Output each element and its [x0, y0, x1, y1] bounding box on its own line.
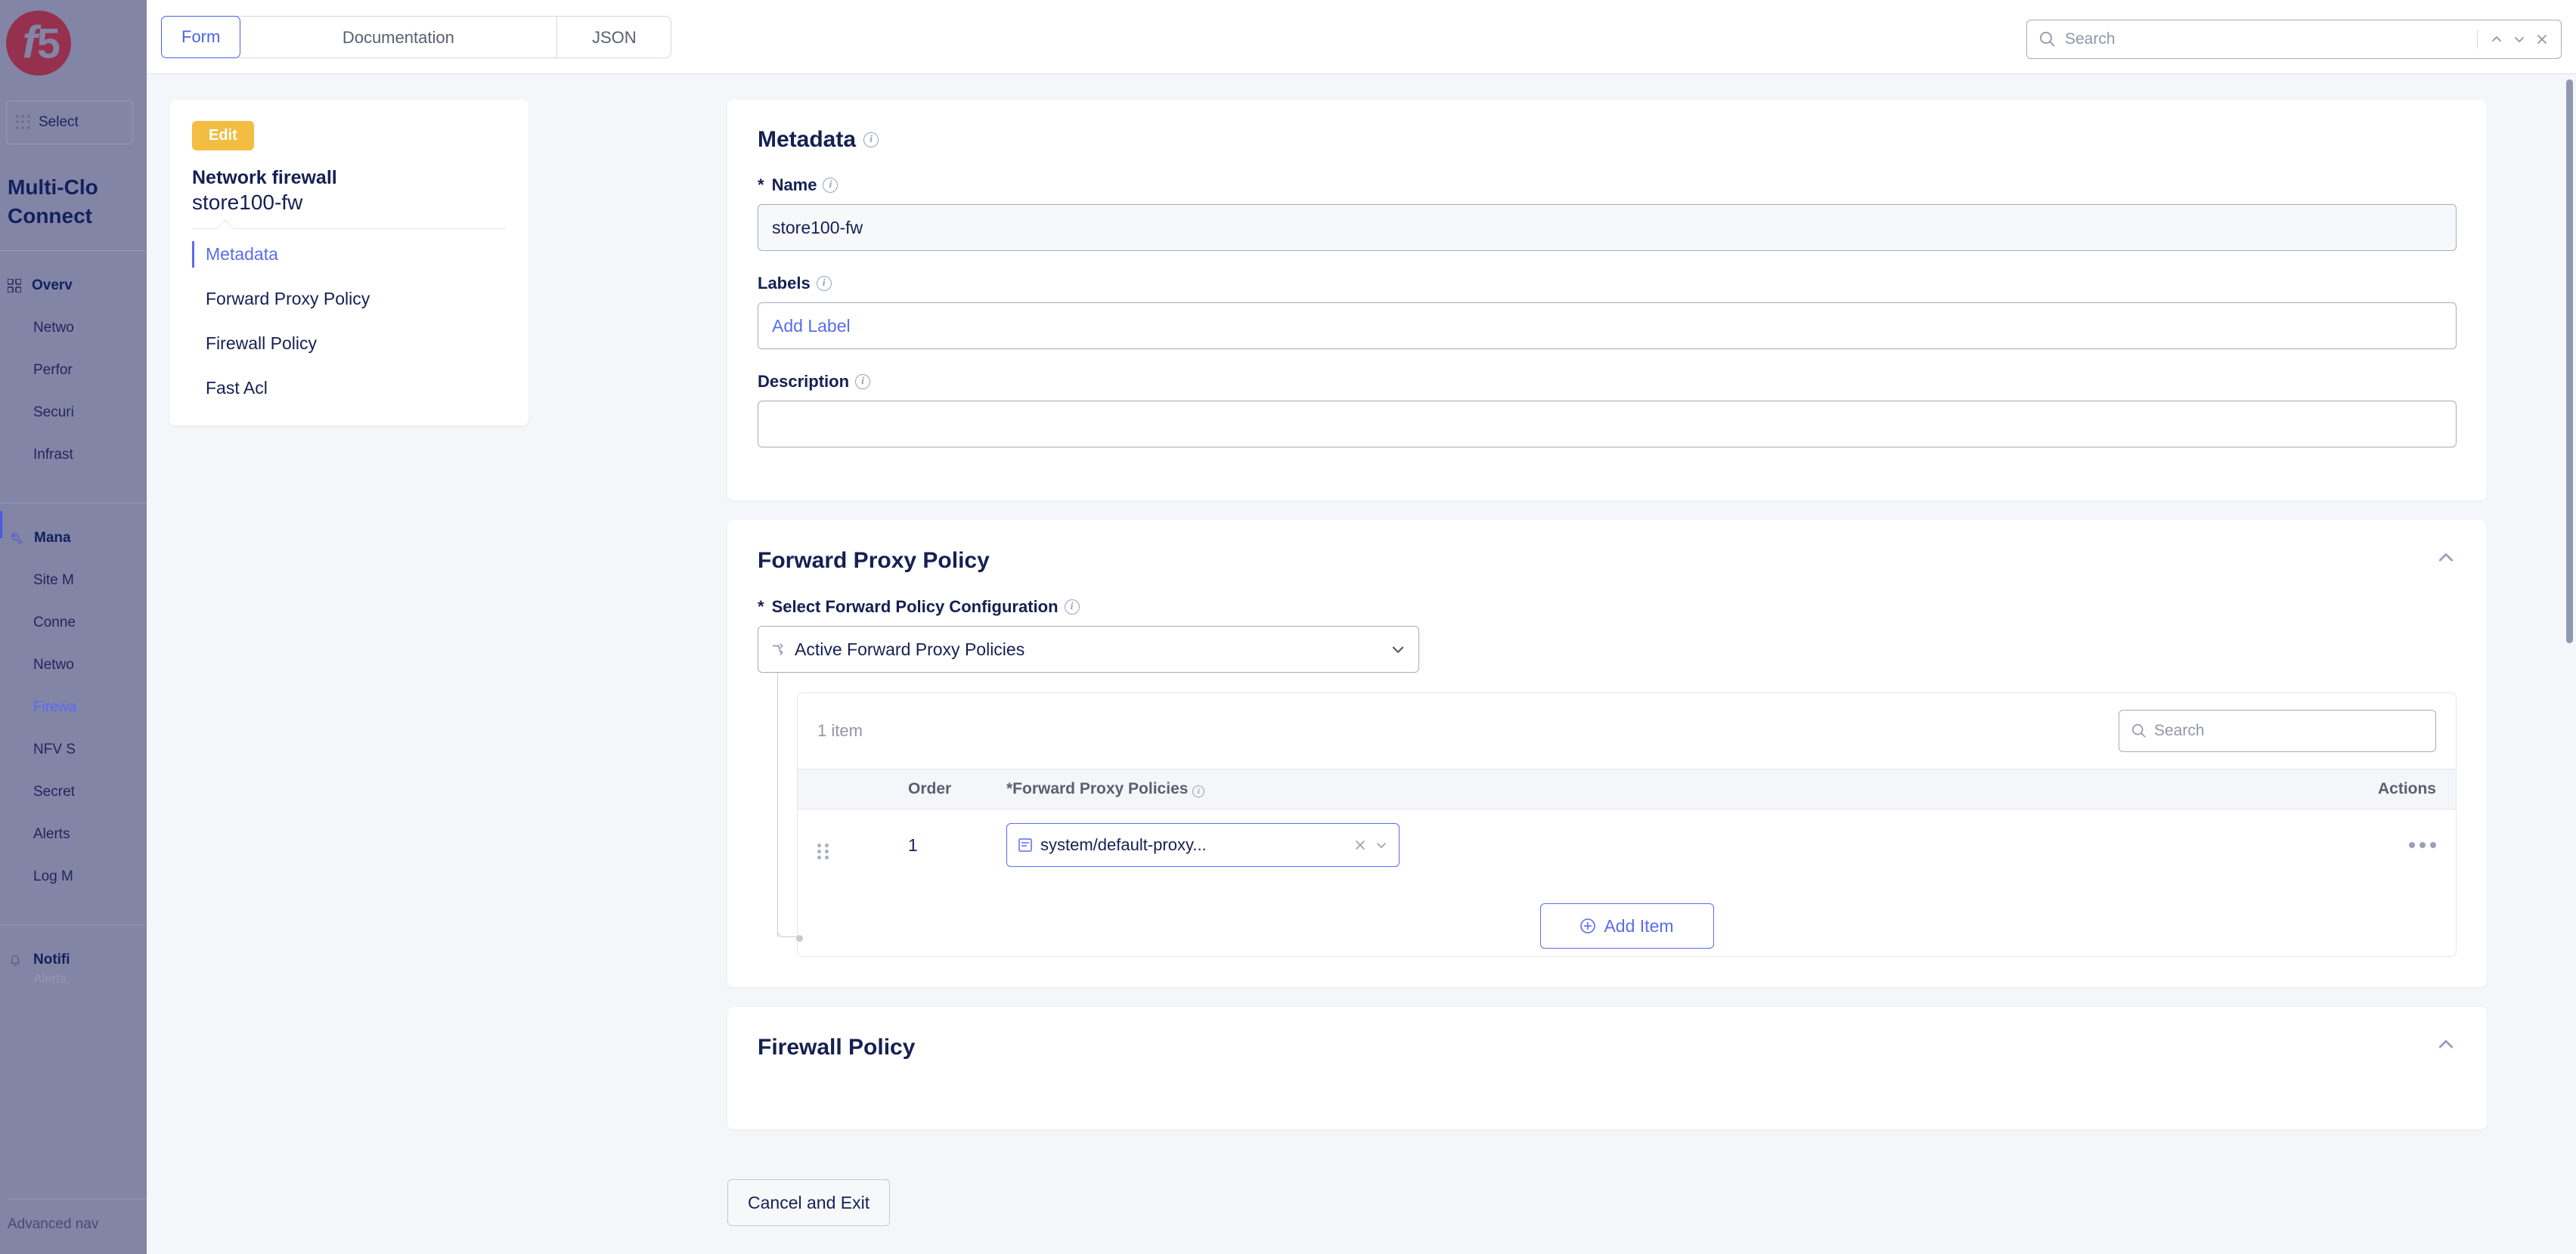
svg-text:5: 5: [37, 19, 60, 67]
